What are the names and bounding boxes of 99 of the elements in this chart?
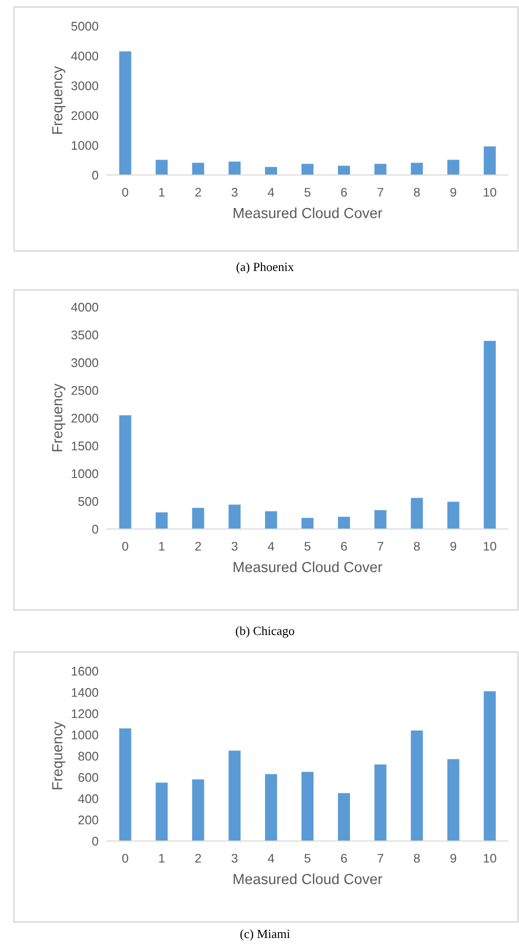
y-tick-label: 500 — [78, 497, 98, 506]
x-tick-label: 0 — [122, 854, 128, 863]
bar — [265, 774, 278, 841]
y-tick-label: 2500 — [71, 386, 98, 395]
bar — [265, 166, 278, 175]
y-tick-label: 1600 — [72, 666, 98, 676]
x-tick-label: 1 — [159, 542, 165, 551]
x-tick-label: 9 — [450, 854, 456, 863]
bar — [228, 750, 241, 841]
y-tick-label: 400 — [78, 794, 98, 804]
x-tick-label: 3 — [232, 542, 238, 551]
y-tick-label: 2000 — [71, 111, 98, 120]
x-tick-label: 7 — [378, 542, 384, 551]
y-axis-title: Frequency — [52, 722, 66, 790]
x-tick-label: 10 — [484, 854, 496, 863]
y-tick-label: 1400 — [72, 688, 98, 697]
bar — [374, 510, 386, 529]
x-tick-label: 6 — [341, 854, 347, 863]
x-tick-label: 10 — [484, 542, 496, 551]
y-tick-label: 1500 — [72, 442, 98, 450]
x-axis-title: Measured Cloud Cover — [234, 561, 382, 572]
y-tick-label: 0 — [92, 836, 98, 846]
bar — [119, 728, 132, 841]
bar — [484, 340, 496, 529]
x-axis-title: Measured Cloud Cover — [234, 207, 382, 218]
bar — [228, 162, 241, 175]
y-tick-label: 1000 — [72, 730, 98, 740]
x-tick-label: 5 — [304, 542, 310, 551]
x-tick-label: 5 — [304, 188, 310, 197]
x-tick-label: 2 — [195, 854, 201, 863]
x-tick-label: 8 — [414, 188, 420, 197]
y-tick-label: 4000 — [71, 52, 98, 60]
x-tick-label: 4 — [268, 854, 274, 863]
x-tick-label: 5 — [304, 854, 310, 863]
bar — [301, 772, 314, 841]
bar — [119, 415, 132, 529]
y-tick-label: 600 — [78, 773, 98, 782]
bar — [410, 730, 423, 841]
x-tick-label: 9 — [450, 188, 456, 197]
x-tick-label: 2 — [195, 188, 201, 197]
bar — [119, 51, 132, 175]
bar — [484, 146, 496, 175]
bar — [338, 166, 350, 175]
bar — [192, 779, 204, 841]
y-tick-label: 3500 — [71, 330, 98, 340]
y-tick-label: 2000 — [71, 414, 98, 423]
y-tick-label: 0 — [92, 524, 98, 534]
y-tick-label: 3000 — [71, 81, 98, 90]
bar — [410, 498, 423, 529]
x-tick-label: 1 — [159, 854, 165, 863]
bar — [156, 512, 168, 529]
y-tick-label: 1000 — [72, 469, 98, 478]
y-tick-label: 5000 — [71, 22, 98, 31]
bar — [447, 759, 460, 841]
bar — [410, 162, 423, 175]
bar — [156, 782, 168, 841]
y-tick-label: 1200 — [72, 709, 98, 718]
bar — [447, 502, 460, 529]
y-tick-label: 0 — [92, 170, 98, 180]
bar — [192, 162, 204, 175]
y-axis-title: Frequency — [52, 384, 66, 452]
bar — [374, 764, 386, 841]
x-tick-label: 3 — [232, 188, 238, 197]
x-tick-label: 9 — [450, 542, 456, 551]
x-tick-label: 2 — [195, 542, 201, 551]
bar — [301, 518, 314, 529]
y-tick-label: 1000 — [72, 141, 98, 150]
x-tick-label: 4 — [268, 542, 274, 551]
bar — [301, 164, 314, 175]
bar — [156, 160, 168, 175]
y-tick-label: 200 — [78, 816, 98, 824]
bar — [228, 504, 241, 529]
x-tick-label: 1 — [159, 188, 165, 197]
x-tick-label: 7 — [378, 854, 384, 863]
y-axis-title: Frequency — [52, 66, 66, 134]
y-tick-label: 4000 — [71, 302, 98, 312]
x-tick-label: 0 — [122, 542, 128, 551]
x-tick-label: 8 — [414, 854, 420, 863]
x-tick-label: 4 — [268, 188, 274, 197]
bar — [338, 516, 350, 529]
x-tick-label: 0 — [122, 188, 128, 197]
x-tick-label: 3 — [232, 854, 238, 863]
bar — [447, 160, 460, 175]
x-tick-label: 8 — [414, 542, 420, 551]
text: (c) Miami — [240, 929, 290, 941]
bar — [374, 164, 386, 175]
text: (a) Phoenix — [236, 262, 294, 274]
x-tick-label: 6 — [341, 542, 347, 551]
bar — [192, 508, 204, 529]
x-axis-title: Measured Cloud Cover — [234, 873, 382, 884]
x-tick-label: 7 — [378, 188, 384, 197]
y-tick-label: 3000 — [71, 358, 98, 368]
x-tick-label: 10 — [484, 188, 496, 197]
text: (b) Chicago — [236, 626, 294, 638]
bar — [265, 511, 278, 529]
bar — [484, 691, 496, 841]
y-tick-label: 800 — [78, 752, 98, 761]
x-tick-label: 6 — [341, 188, 347, 197]
bar — [338, 793, 350, 841]
